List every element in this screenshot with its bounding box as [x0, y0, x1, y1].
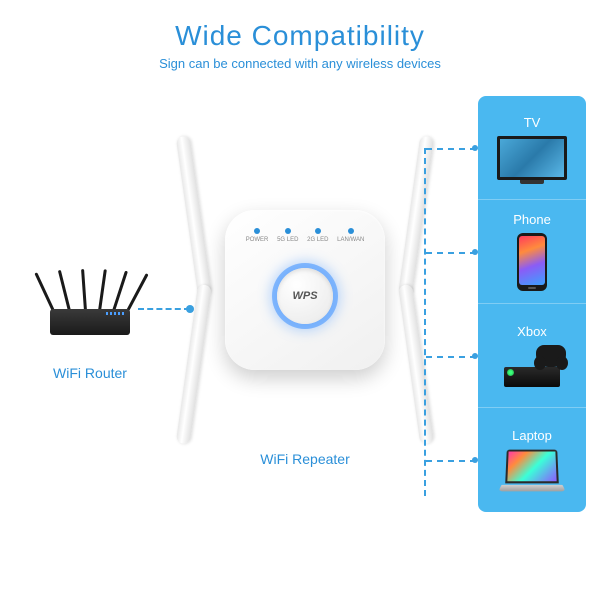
- device-laptop-label: Laptop: [512, 428, 552, 443]
- repeater-icon: POWER 5G LED 2G LED LAN/WAN WPS: [190, 135, 420, 445]
- device-phone-label: Phone: [513, 212, 551, 227]
- connection-phone: [426, 252, 476, 254]
- router-icon: [40, 265, 140, 335]
- header: Wide Compatibility Sign can be connected…: [0, 0, 600, 71]
- connection-xbox: [426, 356, 476, 358]
- connection-tv: [426, 148, 476, 150]
- tv-icon: [497, 136, 567, 180]
- device-xbox-label: Xbox: [517, 324, 547, 339]
- device-phone: Phone: [478, 200, 586, 304]
- device-laptop: Laptop: [478, 408, 586, 512]
- device-xbox: Xbox: [478, 304, 586, 408]
- led-2g: 2G LED: [307, 237, 328, 243]
- connection-laptop: [426, 460, 476, 462]
- connection-trunk: [424, 148, 426, 496]
- router-label: WiFi Router: [20, 365, 160, 381]
- wps-button: WPS: [277, 268, 333, 324]
- page-title: Wide Compatibility: [0, 20, 600, 52]
- repeater-label: WiFi Repeater: [190, 451, 420, 467]
- page-subtitle: Sign can be connected with any wireless …: [0, 56, 600, 71]
- device-tv-label: TV: [524, 115, 541, 130]
- devices-panel: TV Phone Xbox Laptop: [478, 96, 586, 512]
- device-tv: TV: [478, 96, 586, 200]
- led-5g: 5G LED: [277, 237, 298, 243]
- router-block: WiFi Router: [20, 265, 160, 381]
- led-lan: LAN/WAN: [337, 237, 364, 243]
- connection-router-repeater: [138, 308, 190, 310]
- repeater-leds: POWER 5G LED 2G LED LAN/WAN: [225, 228, 385, 243]
- led-power: POWER: [246, 237, 269, 243]
- xbox-icon: [498, 345, 566, 387]
- phone-icon: [517, 233, 547, 291]
- repeater-block: POWER 5G LED 2G LED LAN/WAN WPS WiFi Rep…: [190, 135, 420, 467]
- laptop-icon: [500, 449, 564, 493]
